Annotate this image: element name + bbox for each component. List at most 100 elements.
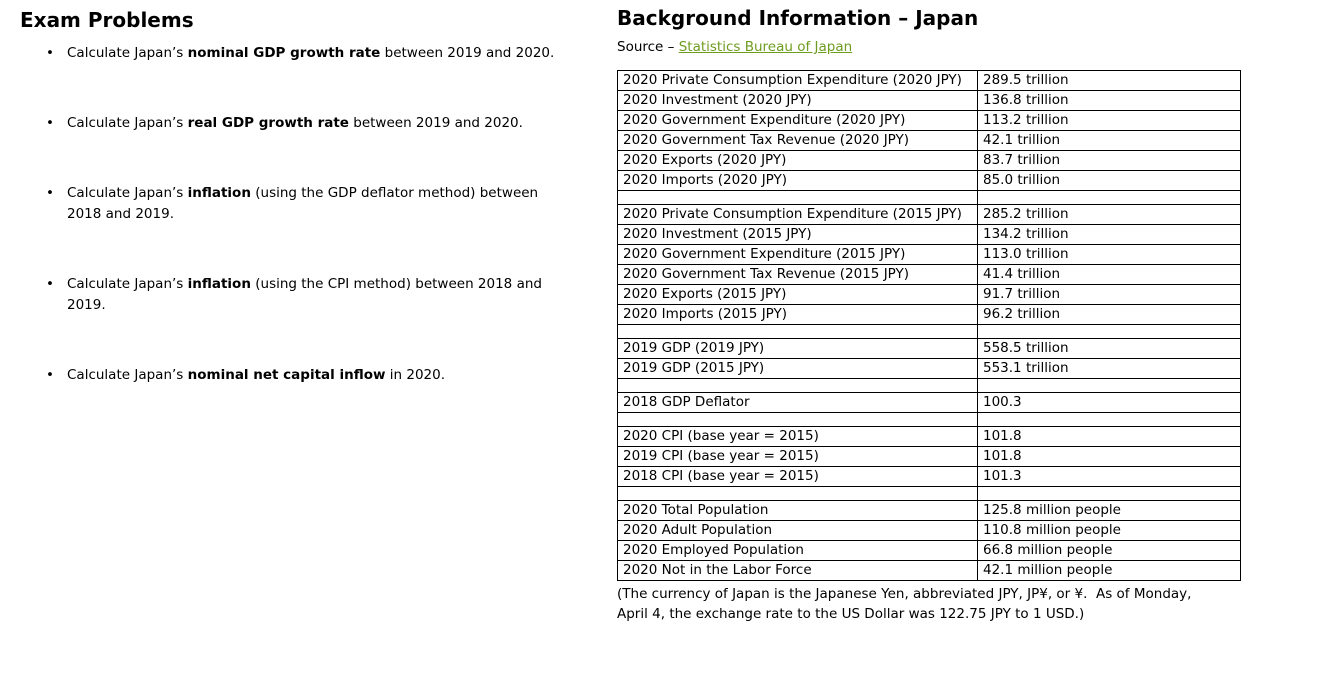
row-value: 101.8 xyxy=(977,426,1241,447)
exam-problem-item: • Calculate Japan’s nominal net capital i… xyxy=(46,365,557,386)
row-value: 289.5 trillion xyxy=(977,70,1241,91)
row-label: 2020 Investment (2015 JPY) xyxy=(617,224,978,245)
exam-problem-item: • Calculate Japan’s inflation (using the … xyxy=(46,274,557,316)
table-row: 2020 Private Consumption Expenditure (20… xyxy=(617,70,1241,91)
spacer-cell xyxy=(617,190,978,205)
source-label: Source – xyxy=(617,39,679,55)
problem-text-bold: inflation xyxy=(187,185,251,201)
row-value: 101.8 xyxy=(977,446,1241,467)
row-value: 42.1 million people xyxy=(977,560,1241,581)
row-value: 110.8 million people xyxy=(977,520,1241,541)
problem-text-post: (using the GDP deflator method) between … xyxy=(67,185,539,222)
table-row: 2019 GDP (2019 JPY) 558.5 trillion xyxy=(617,338,1241,359)
row-value: 558.5 trillion xyxy=(977,338,1241,359)
row-label: 2018 CPI (base year = 2015) xyxy=(617,466,978,487)
row-value: 100.3 xyxy=(977,392,1241,413)
row-label: 2020 Government Tax Revenue (2020 JPY) xyxy=(617,130,978,151)
table-row: 2019 GDP (2015 JPY) 553.1 trillion xyxy=(617,358,1241,379)
row-label: 2020 Exports (2020 JPY) xyxy=(617,150,978,171)
source-link[interactable]: Statistics Bureau of Japan xyxy=(678,39,853,55)
problem-text-pre: Calculate Japan’s xyxy=(67,185,188,201)
problem-text-post: between 2019 and 2020. xyxy=(380,45,555,61)
problem-text-post: between 2019 and 2020. xyxy=(348,115,523,131)
row-value: 96.2 trillion xyxy=(977,304,1241,325)
table-spacer-row xyxy=(617,324,1241,339)
exam-problems-section: Exam Problems • Calculate Japan’s nominal… xyxy=(20,8,600,435)
row-label: 2020 Adult Population xyxy=(617,520,978,541)
table-row: 2020 CPI (base year = 2015) 101.8 xyxy=(617,426,1241,447)
spacer-cell xyxy=(617,324,978,339)
spacer-cell xyxy=(617,378,978,393)
bullet-icon: • xyxy=(46,276,54,292)
background-title: Background Information – Japan xyxy=(617,6,979,30)
exam-problems-title: Exam Problems xyxy=(20,8,194,32)
row-label: 2020 Investment (2020 JPY) xyxy=(617,90,978,111)
table-row: 2020 Government Tax Revenue (2015 JPY) 41… xyxy=(617,264,1241,285)
problem-text-pre: Calculate Japan’s xyxy=(67,276,188,292)
bullet-icon: • xyxy=(46,367,54,383)
table-spacer-row xyxy=(617,190,1241,205)
exam-problem-item: • Calculate Japan’s nominal GDP growth ra… xyxy=(46,43,557,64)
row-label: 2020 Not in the Labor Force xyxy=(617,560,978,581)
row-label: 2020 Employed Population xyxy=(617,540,978,561)
row-label: 2020 Government Expenditure (2015 JPY) xyxy=(617,244,978,265)
spacer-cell xyxy=(977,486,1241,501)
table-row: 2019 CPI (base year = 2015) 101.8 xyxy=(617,446,1241,467)
row-value: 41.4 trillion xyxy=(977,264,1241,285)
table-row: 2020 Total Population 125.8 million peopl… xyxy=(617,500,1241,521)
row-value: 113.0 trillion xyxy=(977,244,1241,265)
table-row: 2020 Adult Population 110.8 million peopl… xyxy=(617,520,1241,541)
row-label: 2020 Private Consumption Expenditure (20… xyxy=(617,70,978,91)
row-value: 136.8 trillion xyxy=(977,90,1241,111)
source-line: Source – Statistics Bureau of Japan xyxy=(617,39,1317,56)
background-section: Background Information – Japan Source – … xyxy=(617,6,1317,624)
table-spacer-row xyxy=(617,378,1241,393)
table-spacer-row xyxy=(617,412,1241,427)
currency-footnote: (The currency of Japan is the Japanese Y… xyxy=(617,586,1196,622)
row-label: 2020 CPI (base year = 2015) xyxy=(617,426,978,447)
spacer-cell xyxy=(617,412,978,427)
table-row: 2020 Private Consumption Expenditure (20… xyxy=(617,204,1241,225)
problem-text-post: in 2020. xyxy=(385,367,446,383)
spacer-cell xyxy=(977,378,1241,393)
row-value: 553.1 trillion xyxy=(977,358,1241,379)
row-label: 2020 Government Expenditure (2020 JPY) xyxy=(617,110,978,131)
problem-text-pre: Calculate Japan’s xyxy=(67,115,188,131)
table-row: 2020 Employed Population 66.8 million peo… xyxy=(617,540,1241,561)
problem-text-post: (using the CPI method) between 2018 and … xyxy=(67,276,542,313)
table-row: 2020 Imports (2020 JPY) 85.0 trillion xyxy=(617,170,1241,191)
table-row: 2020 Exports (2015 JPY) 91.7 trillion xyxy=(617,284,1241,305)
table-row: 2020 Exports (2020 JPY) 83.7 trillion xyxy=(617,150,1241,171)
row-label: 2019 GDP (2019 JPY) xyxy=(617,338,978,359)
exam-problem-item: • Calculate Japan’s inflation (using the … xyxy=(46,183,557,225)
problem-text-bold: inflation xyxy=(187,276,251,292)
problem-text-pre: Calculate Japan’s xyxy=(67,367,188,383)
table-row: 2020 Investment (2020 JPY) 136.8 trillion xyxy=(617,90,1241,111)
spacer-cell xyxy=(977,412,1241,427)
row-value: 83.7 trillion xyxy=(977,150,1241,171)
table-row: 2020 Government Tax Revenue (2020 JPY) 42… xyxy=(617,130,1241,151)
exam-problem-item: • Calculate Japan’s real GDP growth rate … xyxy=(46,113,557,134)
row-value: 42.1 trillion xyxy=(977,130,1241,151)
spacer-cell xyxy=(977,324,1241,339)
row-value: 91.7 trillion xyxy=(977,284,1241,305)
table-row: 2020 Imports (2015 JPY) 96.2 trillion xyxy=(617,304,1241,325)
background-data-table: 2020 Private Consumption Expenditure (20… xyxy=(617,70,1241,581)
table-row: 2020 Not in the Labor Force 42.1 million … xyxy=(617,560,1241,581)
row-label: 2019 GDP (2015 JPY) xyxy=(617,358,978,379)
bullet-icon: • xyxy=(46,45,54,61)
table-row: 2018 GDP Deflator 100.3 xyxy=(617,392,1241,413)
problem-text-bold: nominal net capital inflow xyxy=(187,367,386,383)
exam-problems-list: • Calculate Japan’s nominal GDP growth ra… xyxy=(20,43,600,386)
bullet-icon: • xyxy=(46,185,54,201)
table-row: 2018 CPI (base year = 2015) 101.3 xyxy=(617,466,1241,487)
row-label: 2020 Imports (2020 JPY) xyxy=(617,170,978,191)
problem-text-bold: real GDP growth rate xyxy=(187,115,349,131)
row-value: 125.8 million people xyxy=(977,500,1241,521)
problem-text-pre: Calculate Japan’s xyxy=(67,45,188,61)
table-spacer-row xyxy=(617,486,1241,501)
row-value: 66.8 million people xyxy=(977,540,1241,561)
row-value: 134.2 trillion xyxy=(977,224,1241,245)
row-label: 2020 Imports (2015 JPY) xyxy=(617,304,978,325)
